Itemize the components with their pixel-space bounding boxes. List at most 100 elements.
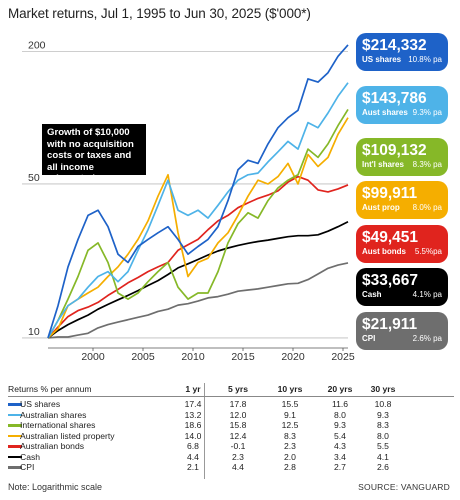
- table-row: International shares 18.6 15.8 12.5 9.3 8.3: [8, 420, 454, 431]
- series-lines: [47, 44, 349, 339]
- table-header-10yrs: 10 yrs: [277, 384, 303, 394]
- table-row: Australian listed property 14.0 12.4 8.3 5.4…: [8, 431, 454, 442]
- table-header-1yr: 1 yr: [185, 384, 201, 394]
- row-value: 12.5: [281, 420, 299, 430]
- badge-label: Aust bonds 5.5%pa: [362, 247, 442, 256]
- row-value: 14.0: [184, 430, 202, 441]
- legend-swatch: [8, 424, 22, 427]
- badge-value: $21,911: [362, 316, 418, 333]
- y-tick-label: 50: [28, 172, 40, 184]
- series-line-cash: [47, 220, 349, 339]
- table-row: Australian bonds 6.8 -0.1 2.3 4.3 5.5: [8, 441, 454, 452]
- row-value: 9.3: [377, 409, 389, 420]
- row-name: CPI: [20, 462, 35, 472]
- badge-value: $143,786: [362, 90, 427, 107]
- row-value: 5.4: [334, 430, 346, 441]
- row-name: Australian bonds: [20, 441, 85, 451]
- row-value: 9.1: [284, 409, 296, 420]
- row-value: 15.5: [281, 399, 299, 409]
- row-value: 12.4: [229, 430, 247, 441]
- table-row: Australian shares 13.2 12.0 9.1 8.0 9.3: [8, 410, 454, 421]
- legend-swatch: [8, 445, 22, 448]
- legend-swatch: [8, 413, 22, 416]
- legend-swatch: [8, 455, 22, 458]
- series-line-cpi: [47, 262, 349, 339]
- legend-badge-int-l-shares: $109,132 Int'l shares 8.3% pa: [356, 138, 448, 176]
- row-name: Australian shares: [20, 409, 87, 420]
- row-value: 6.8: [187, 441, 199, 451]
- badge-label: CPI 2.6% pa: [362, 334, 442, 343]
- series-line-australian-bonds: [47, 175, 349, 339]
- legend-swatch: [8, 434, 22, 437]
- badge-label: Aust prop 8.0% pa: [362, 203, 442, 212]
- page-title: Market returns, Jul 1, 1995 to Jun 30, 2…: [8, 6, 311, 21]
- badge-rate: 2.6% pa: [412, 334, 442, 343]
- badge-value: $49,451: [362, 229, 419, 246]
- x-tick-label: 2000: [81, 351, 105, 363]
- table-header-30yrs: 30 yrs: [370, 384, 396, 394]
- badge-value: $214,332: [362, 37, 427, 54]
- series-line-australian-shares: [47, 82, 349, 339]
- axes: 10 50 200 2000 2005 2010 2015 2020 2025: [28, 39, 355, 363]
- table-header: Returns % per annum 1 yr 5 yrs 10 yrs 20…: [8, 383, 454, 397]
- table-header-20yrs: 20 yrs: [327, 384, 353, 394]
- row-value: 2.3: [284, 441, 296, 451]
- y-tick-label: 10: [28, 326, 40, 338]
- badge-rate: 8.3% pa: [412, 160, 442, 169]
- x-tick-label: 2020: [281, 351, 305, 363]
- row-value: 2.3: [232, 451, 244, 462]
- badge-label: Cash 4.1% pa: [362, 290, 442, 299]
- row-value: 8.0: [334, 409, 346, 420]
- row-value: 11.6: [331, 399, 349, 409]
- row-name: Australian listed property: [20, 430, 115, 441]
- table-header-label: Returns % per annum: [8, 384, 92, 394]
- x-tick-label: 2025: [331, 351, 355, 363]
- row-value: 12.0: [229, 409, 247, 420]
- row-name: Cash: [20, 451, 41, 462]
- y-tick-label: 200: [28, 39, 46, 51]
- badge-rate: 10.8% pa: [408, 55, 442, 64]
- badge-label: Int'l shares 8.3% pa: [362, 160, 442, 169]
- badge-rate: 4.1% pa: [412, 290, 442, 299]
- row-value: 8.0: [377, 430, 389, 441]
- row-value: 4.1: [377, 451, 389, 462]
- legend-swatch: [8, 466, 22, 469]
- row-value: 10.8: [374, 399, 392, 409]
- legend-badge-aust-shares: $143,786 Aust shares 9.3% pa: [356, 86, 448, 124]
- x-tick-label: 2015: [231, 351, 255, 363]
- returns-table: Returns % per annum 1 yr 5 yrs 10 yrs 20…: [8, 383, 454, 479]
- legend-swatch: [8, 403, 22, 406]
- source-credit: SOURCE: VANGUARD: [358, 482, 450, 492]
- x-tick-label: 2010: [181, 351, 205, 363]
- table-row: Cash 4.4 2.3 2.0 3.4 4.1: [8, 452, 454, 463]
- badge-rate: 5.5%pa: [414, 247, 442, 256]
- badge-rate: 9.3% pa: [412, 108, 442, 117]
- row-value: 3.4: [334, 451, 346, 462]
- legend-badge-cash: $33,667 Cash 4.1% pa: [356, 268, 448, 306]
- row-value: 2.6: [377, 462, 389, 472]
- row-value: 2.8: [284, 462, 296, 472]
- scale-note: Note: Logarithmic scale: [8, 482, 103, 492]
- grid: [22, 50, 348, 339]
- row-value: 8.3: [377, 420, 389, 430]
- series-line-australian-listed-property: [47, 117, 349, 339]
- row-name: International shares: [20, 420, 96, 430]
- x-tick-label: 2005: [131, 351, 155, 363]
- row-value: 18.6: [184, 420, 202, 430]
- row-value: 5.5: [377, 441, 389, 451]
- table-row: CPI 2.1 4.4 2.8 2.7 2.6: [8, 462, 454, 473]
- chart: 10 50 200 2000 2005 2010 2015 2020 2025: [22, 39, 355, 363]
- row-name: US shares: [20, 399, 61, 409]
- table-header-5yrs: 5 yrs: [227, 384, 249, 394]
- badge-value: $33,667: [362, 272, 419, 289]
- legend-badge-aust-prop: $99,911 Aust prop 8.0% pa: [356, 181, 448, 219]
- badge-value: $99,911: [362, 185, 418, 202]
- row-value: 2.0: [284, 451, 296, 462]
- row-value: 13.2: [184, 409, 202, 420]
- legend-badge-aust-bonds: $49,451 Aust bonds 5.5%pa: [356, 225, 448, 263]
- row-value: 17.4: [184, 399, 202, 409]
- row-value: 4.3: [334, 441, 346, 451]
- table-body: US shares 17.4 17.8 15.5 11.6 10.8 Australian …: [8, 399, 454, 473]
- row-value: 2.7: [334, 462, 346, 472]
- row-value: 9.3: [334, 420, 346, 430]
